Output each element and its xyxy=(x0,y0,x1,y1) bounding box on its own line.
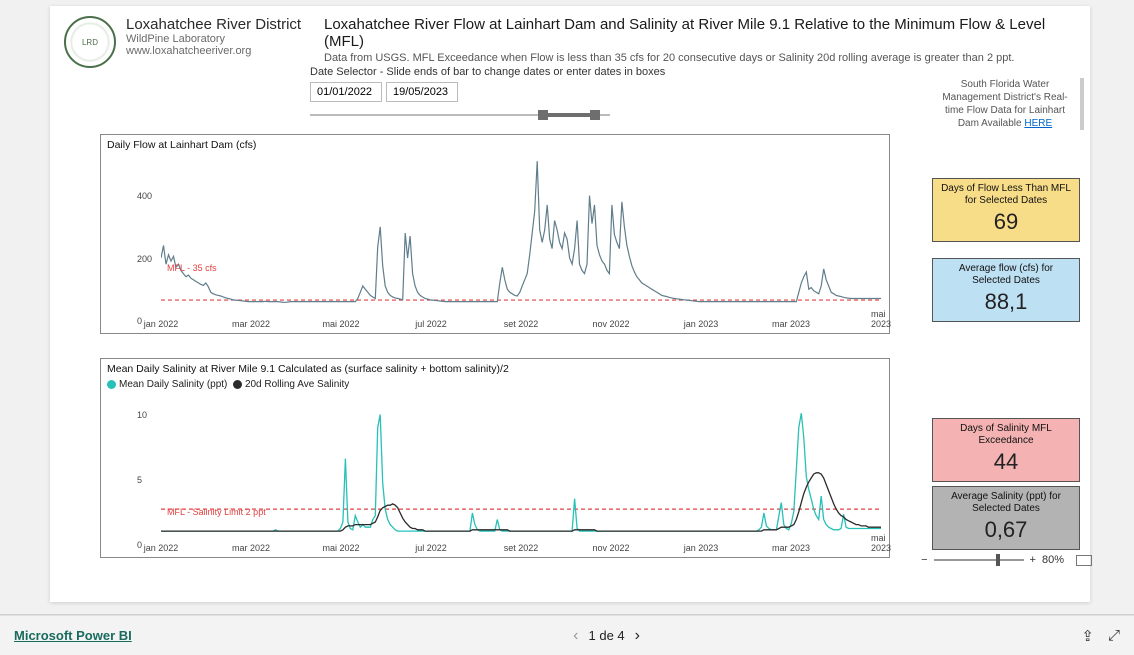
x-axis-label: mai 2022 xyxy=(322,319,359,329)
x-axis-label: jan 2023 xyxy=(684,543,719,553)
x-axis-label: mai 2023 xyxy=(871,533,891,553)
card-value: 0,67 xyxy=(939,517,1073,543)
footer-bar: Microsoft Power BI ‹ 1 de 4 › ⇪ ⤢ xyxy=(0,615,1134,655)
legend-dot-daily xyxy=(107,380,116,389)
zoom-in-button[interactable]: + xyxy=(1030,554,1036,566)
pager: ‹ 1 de 4 › xyxy=(573,627,640,645)
powerbi-brand-link[interactable]: Microsoft Power BI xyxy=(14,628,132,643)
org-block: Loxahatchee River District WildPine Labo… xyxy=(126,16,301,57)
date-end-input[interactable] xyxy=(386,82,458,102)
org-name: Loxahatchee River District xyxy=(126,16,301,33)
org-logo: LRD xyxy=(64,16,116,68)
pager-label: 1 de 4 xyxy=(589,628,625,643)
x-axis-label: mai 2022 xyxy=(322,543,359,553)
zoom-control: − + 80% xyxy=(921,554,1092,566)
card-days-flow-below-mfl: Days of Flow Less Than MFL for Selected … xyxy=(932,178,1080,242)
x-axis-label: set 2022 xyxy=(504,319,539,329)
card-title: Days of Salinity MFL Exceedance xyxy=(939,423,1073,447)
y-axis-label: 400 xyxy=(137,191,152,201)
share-icon[interactable]: ⇪ xyxy=(1081,627,1094,645)
x-axis-label: jan 2023 xyxy=(684,319,719,329)
salinity-chart-title: Mean Daily Salinity at River Mile 9.1 Ca… xyxy=(101,359,889,379)
next-page-button[interactable]: › xyxy=(635,627,640,645)
report-canvas: LRD Loxahatchee River District WildPine … xyxy=(0,0,1134,615)
date-selector-label: Date Selector - Slide ends of bar to cha… xyxy=(310,66,665,78)
x-axis-label: mar 2022 xyxy=(232,543,270,553)
legend-dot-rolling xyxy=(233,380,242,389)
y-axis-label: 10 xyxy=(137,410,147,420)
zoom-value: 80% xyxy=(1042,554,1064,566)
date-start-input[interactable] xyxy=(310,82,382,102)
flow-chart[interactable]: Daily Flow at Lainhart Dam (cfs) MFL - 3… xyxy=(100,134,890,334)
fullscreen-icon[interactable]: ⤢ xyxy=(1108,627,1120,645)
zoom-thumb[interactable] xyxy=(996,554,1000,566)
card-title: Average flow (cfs) for Selected Dates xyxy=(939,263,1073,287)
card-title: Days of Flow Less Than MFL for Selected … xyxy=(939,183,1073,207)
zoom-slider[interactable] xyxy=(934,559,1024,561)
salinity-legend: Mean Daily Salinity (ppt) 20d Rolling Av… xyxy=(101,379,889,392)
card-title: Average Salinity (ppt) for Selected Date… xyxy=(939,491,1073,515)
card-avg-salinity: Average Salinity (ppt) for Selected Date… xyxy=(932,486,1080,550)
date-selector: Date Selector - Slide ends of bar to cha… xyxy=(310,66,665,102)
salinity-mfl-label: MFL - Salinity Limit 2 ppt xyxy=(167,507,266,517)
report-page: LRD Loxahatchee River District WildPine … xyxy=(50,6,1090,602)
slider-thumb-end[interactable] xyxy=(590,110,600,120)
flow-mfl-label: MFL - 35 cfs xyxy=(167,263,217,273)
card-value: 69 xyxy=(939,209,1073,235)
zoom-out-button[interactable]: − xyxy=(921,554,927,566)
y-axis-label: 0 xyxy=(137,316,142,326)
x-axis-label: set 2022 xyxy=(504,543,539,553)
y-axis-label: 200 xyxy=(137,254,152,264)
x-axis-label: mar 2022 xyxy=(232,319,270,329)
slider-thumb-start[interactable] xyxy=(538,110,548,120)
date-inputs xyxy=(310,82,665,102)
x-axis-label: jul 2022 xyxy=(415,543,447,553)
x-axis-label: jul 2022 xyxy=(415,319,447,329)
x-axis-label: nov 2022 xyxy=(592,543,629,553)
legend-rolling: 20d Rolling Ave Salinity xyxy=(245,379,349,390)
card-days-sal-exceed: Days of Salinity MFL Exceedance 44 xyxy=(932,418,1080,482)
date-range-slider[interactable] xyxy=(310,108,610,122)
card-value: 44 xyxy=(939,449,1073,475)
page-description: Data from USGS. MFL Exceedance when Flow… xyxy=(324,52,1076,64)
slider-fill xyxy=(542,113,592,117)
sfwmd-link[interactable]: HERE xyxy=(1024,118,1052,129)
footer-actions: ⇪ ⤢ xyxy=(1081,627,1120,645)
x-axis-label: mar 2023 xyxy=(772,319,810,329)
prev-page-button[interactable]: ‹ xyxy=(573,627,578,645)
x-axis-label: jan 2022 xyxy=(144,319,179,329)
flow-chart-title: Daily Flow at Lainhart Dam (cfs) xyxy=(101,135,889,155)
card-value: 88,1 xyxy=(939,289,1073,315)
x-axis-label: mai 2023 xyxy=(871,309,891,329)
y-axis-label: 5 xyxy=(137,475,142,485)
legend-daily: Mean Daily Salinity (ppt) xyxy=(119,379,227,390)
fit-to-page-icon[interactable] xyxy=(1076,555,1092,566)
sfwmd-note: South Florida Water Management District'… xyxy=(934,78,1084,130)
salinity-plot xyxy=(161,399,881,535)
page-title-block: Loxahatchee River Flow at Lainhart Dam a… xyxy=(324,16,1076,64)
flow-plot xyxy=(161,155,881,311)
page-title: Loxahatchee River Flow at Lainhart Dam a… xyxy=(324,16,1076,50)
salinity-chart[interactable]: Mean Daily Salinity at River Mile 9.1 Ca… xyxy=(100,358,890,558)
x-axis-label: mar 2023 xyxy=(772,543,810,553)
card-avg-flow: Average flow (cfs) for Selected Dates 88… xyxy=(932,258,1080,322)
y-axis-label: 0 xyxy=(137,540,142,550)
x-axis-label: jan 2022 xyxy=(144,543,179,553)
org-subtitle: WildPine Laboratory xyxy=(126,33,301,45)
x-axis-label: nov 2022 xyxy=(592,319,629,329)
org-url: www.loxahatcheeriver.org xyxy=(126,45,301,57)
